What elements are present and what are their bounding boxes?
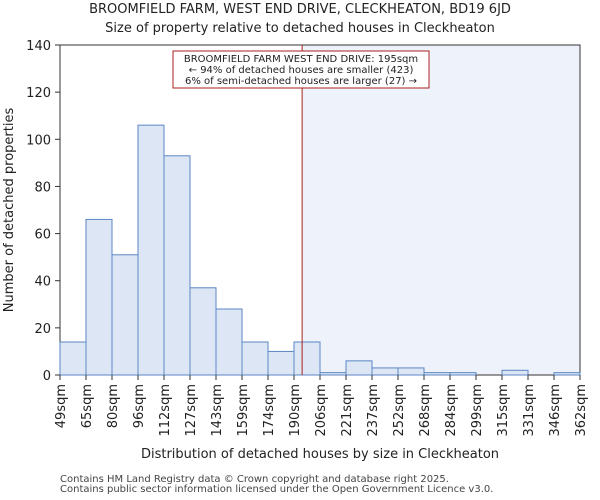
histogram-bar-268sqm xyxy=(423,372,451,376)
x-tick-label: 174sqm xyxy=(262,384,277,437)
histogram-bar-206sqm xyxy=(319,372,347,376)
histogram-bar-284sqm xyxy=(449,372,477,376)
y-tick-label: 40 xyxy=(34,275,51,290)
histogram-bar-252sqm xyxy=(397,367,425,376)
histogram-bar-112sqm xyxy=(163,155,191,376)
histogram-bar-315sqm xyxy=(501,369,529,376)
histogram-bar-49sqm xyxy=(59,341,87,376)
histogram-bar-80sqm xyxy=(111,254,139,376)
y-tick-label: 120 xyxy=(26,86,51,101)
x-tick-label: 284sqm xyxy=(444,384,459,437)
x-tick-label: 65sqm xyxy=(80,384,95,428)
annotation-line2: ← 94% of detached houses are smaller (42… xyxy=(189,65,414,76)
y-tick-label: 100 xyxy=(26,133,51,148)
y-tick-label: 80 xyxy=(34,180,51,195)
annotation-line3: 6% of semi-detached houses are larger (2… xyxy=(185,76,417,87)
footer-copyright: Contains HM Land Registry data © Crown c… xyxy=(60,474,449,485)
y-tick-label: 60 xyxy=(34,228,51,243)
annotation-line1: BROOMFIELD FARM WEST END DRIVE: 195sqm xyxy=(184,54,418,65)
annotation-box xyxy=(172,50,430,89)
histogram-bar-190sqm xyxy=(293,341,321,376)
histogram-bar-96sqm xyxy=(137,124,165,376)
x-tick-label: 315sqm xyxy=(496,384,511,437)
y-tick-label: 0 xyxy=(43,369,51,384)
x-axis-label: Distribution of detached houses by size … xyxy=(141,447,499,462)
footer-licence: Contains public sector information licen… xyxy=(60,484,494,495)
histogram-bar-127sqm xyxy=(189,287,217,376)
chart-subtitle: Size of property relative to detached ho… xyxy=(105,21,495,36)
x-tick-label: 190sqm xyxy=(288,384,303,437)
x-tick-label: 49sqm xyxy=(54,384,69,428)
histogram-bar-159sqm xyxy=(241,341,269,376)
histogram-bar-221sqm xyxy=(345,360,373,376)
x-tick-label: 299sqm xyxy=(470,384,485,437)
histogram-bar-174sqm xyxy=(267,350,295,376)
x-tick-label: 159sqm xyxy=(236,384,251,437)
larger-region-highlight xyxy=(302,45,580,375)
x-tick-label: 206sqm xyxy=(314,384,329,437)
x-tick-label: 221sqm xyxy=(340,384,355,437)
y-tick-label: 140 xyxy=(26,39,51,54)
x-tick-label: 362sqm xyxy=(574,384,589,437)
x-tick-label: 346sqm xyxy=(548,384,563,437)
x-tick-label: 80sqm xyxy=(106,384,121,428)
x-tick-label: 96sqm xyxy=(132,384,147,428)
histogram-bar-65sqm xyxy=(85,218,113,376)
histogram-bar-143sqm xyxy=(215,308,243,376)
histogram-bar-237sqm xyxy=(371,367,399,376)
x-tick-label: 143sqm xyxy=(210,384,225,437)
x-tick-label: 112sqm xyxy=(158,384,173,437)
y-axis-label: Number of detached properties xyxy=(2,108,17,313)
chart-title: BROOMFIELD FARM, WEST END DRIVE, CLECKHE… xyxy=(89,2,511,17)
y-tick-label: 20 xyxy=(34,322,51,337)
x-tick-label: 237sqm xyxy=(366,384,381,437)
x-tick-label: 252sqm xyxy=(392,384,407,437)
histogram-bar-346sqm xyxy=(553,372,581,376)
x-tick-label: 331sqm xyxy=(522,384,537,437)
x-tick-label: 127sqm xyxy=(184,384,199,437)
x-tick-label: 268sqm xyxy=(418,384,433,437)
